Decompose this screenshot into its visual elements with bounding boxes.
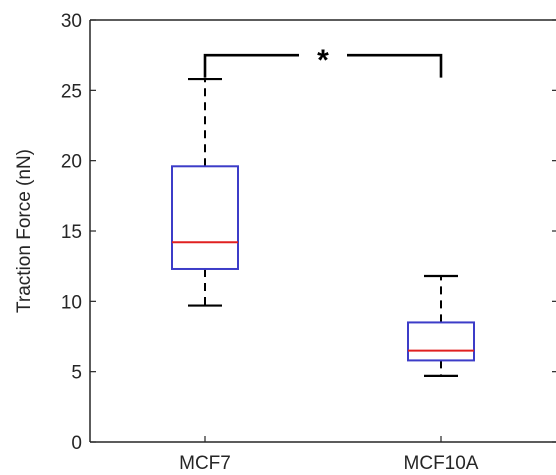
x-tick-label-mcf7: MCF7 [179,453,231,474]
y-tick-label: 15 [61,222,82,243]
significance-star: * [317,44,329,77]
box-mcf10a [407,274,475,377]
iqr-box [407,321,475,362]
y-tick-label: 5 [71,363,82,384]
y-tick-label: 30 [61,11,82,32]
axes [89,19,556,443]
box-mcf7 [171,77,239,307]
y-tick-label: 20 [61,152,82,173]
y-tick-label: 0 [71,433,82,454]
x-tick-label-mcf10a: MCF10A [404,453,479,474]
box-series [171,77,475,377]
significance-bracket: * [203,44,443,78]
bracket-right [347,53,443,78]
x-axis-category-labels: MCF7 MCF10A [179,436,479,474]
y-tick-label: 25 [61,81,82,102]
y-tick-label: 10 [61,292,82,313]
bracket-left [203,53,299,78]
y-axis-ticks: 0 5 10 15 20 25 30 [61,11,556,454]
iqr-box [171,165,239,270]
y-axis-title: Traction Force (nN) [14,149,35,313]
